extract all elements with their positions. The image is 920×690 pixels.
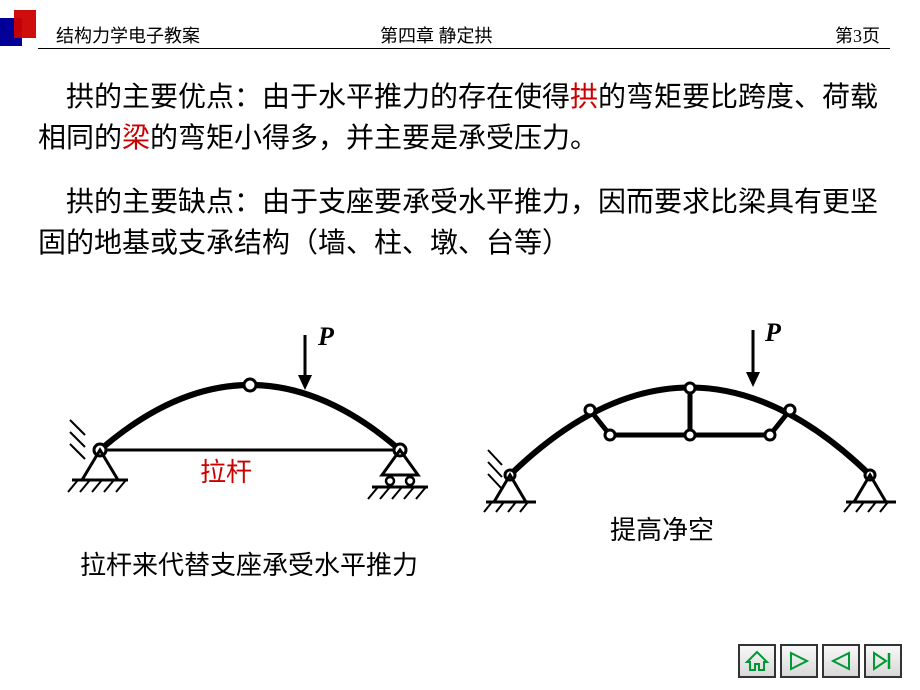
header-divider	[38, 48, 890, 49]
nav-button-bar	[738, 644, 902, 678]
p1-text-3: 的弯矩小得多，并主要是承受压力。	[150, 123, 598, 154]
skip-forward-icon	[870, 649, 896, 673]
play-back-icon	[828, 649, 854, 673]
arch-raised-svg	[480, 310, 900, 520]
p2-text: 拱的主要缺点：由于支座要承受水平推力，因而要求比梁具有更坚固的地基或支承结构（墙…	[38, 187, 878, 259]
diagrams-container: P 拉杆	[50, 310, 880, 560]
p1-text-1: 拱的主要优点：由于水平推力的存在使得	[66, 82, 570, 113]
home-icon	[744, 649, 770, 673]
header-course-name: 结构力学电子教案	[56, 22, 200, 48]
play-forward-icon	[786, 649, 812, 673]
corner-red-square	[14, 10, 36, 38]
p1-red-arch: 拱	[570, 82, 598, 113]
paragraph-advantages: 拱的主要优点：由于水平推力的存在使得拱的弯矩要比跨度、荷载相同的梁的弯矩小得多，…	[38, 78, 880, 159]
nav-prev-button[interactable]	[822, 644, 860, 678]
force-label-p-left: P	[318, 322, 334, 352]
caption-tie-rod: 拉杆来代替支座承受水平推力	[80, 545, 418, 582]
nav-last-button[interactable]	[864, 644, 902, 678]
p1-red-beam: 梁	[122, 123, 150, 154]
diagram-tie-rod-arch: P 拉杆	[50, 310, 450, 560]
slide-content: 拱的主要优点：由于水平推力的存在使得拱的弯矩要比跨度、荷载相同的梁的弯矩小得多，…	[38, 78, 880, 274]
force-label-p-right: P	[765, 318, 781, 348]
caption-raised-clearance: 提高净空	[610, 510, 714, 547]
nav-next-button[interactable]	[780, 644, 818, 678]
nav-home-button[interactable]	[738, 644, 776, 678]
corner-decoration	[0, 0, 40, 50]
tie-rod-label: 拉杆	[200, 452, 252, 489]
header-page-number: 第3页	[835, 22, 880, 48]
paragraph-disadvantages: 拱的主要缺点：由于支座要承受水平推力，因而要求比梁具有更坚固的地基或支承结构（墙…	[38, 183, 880, 264]
header-chapter: 第四章 静定拱	[380, 22, 493, 48]
